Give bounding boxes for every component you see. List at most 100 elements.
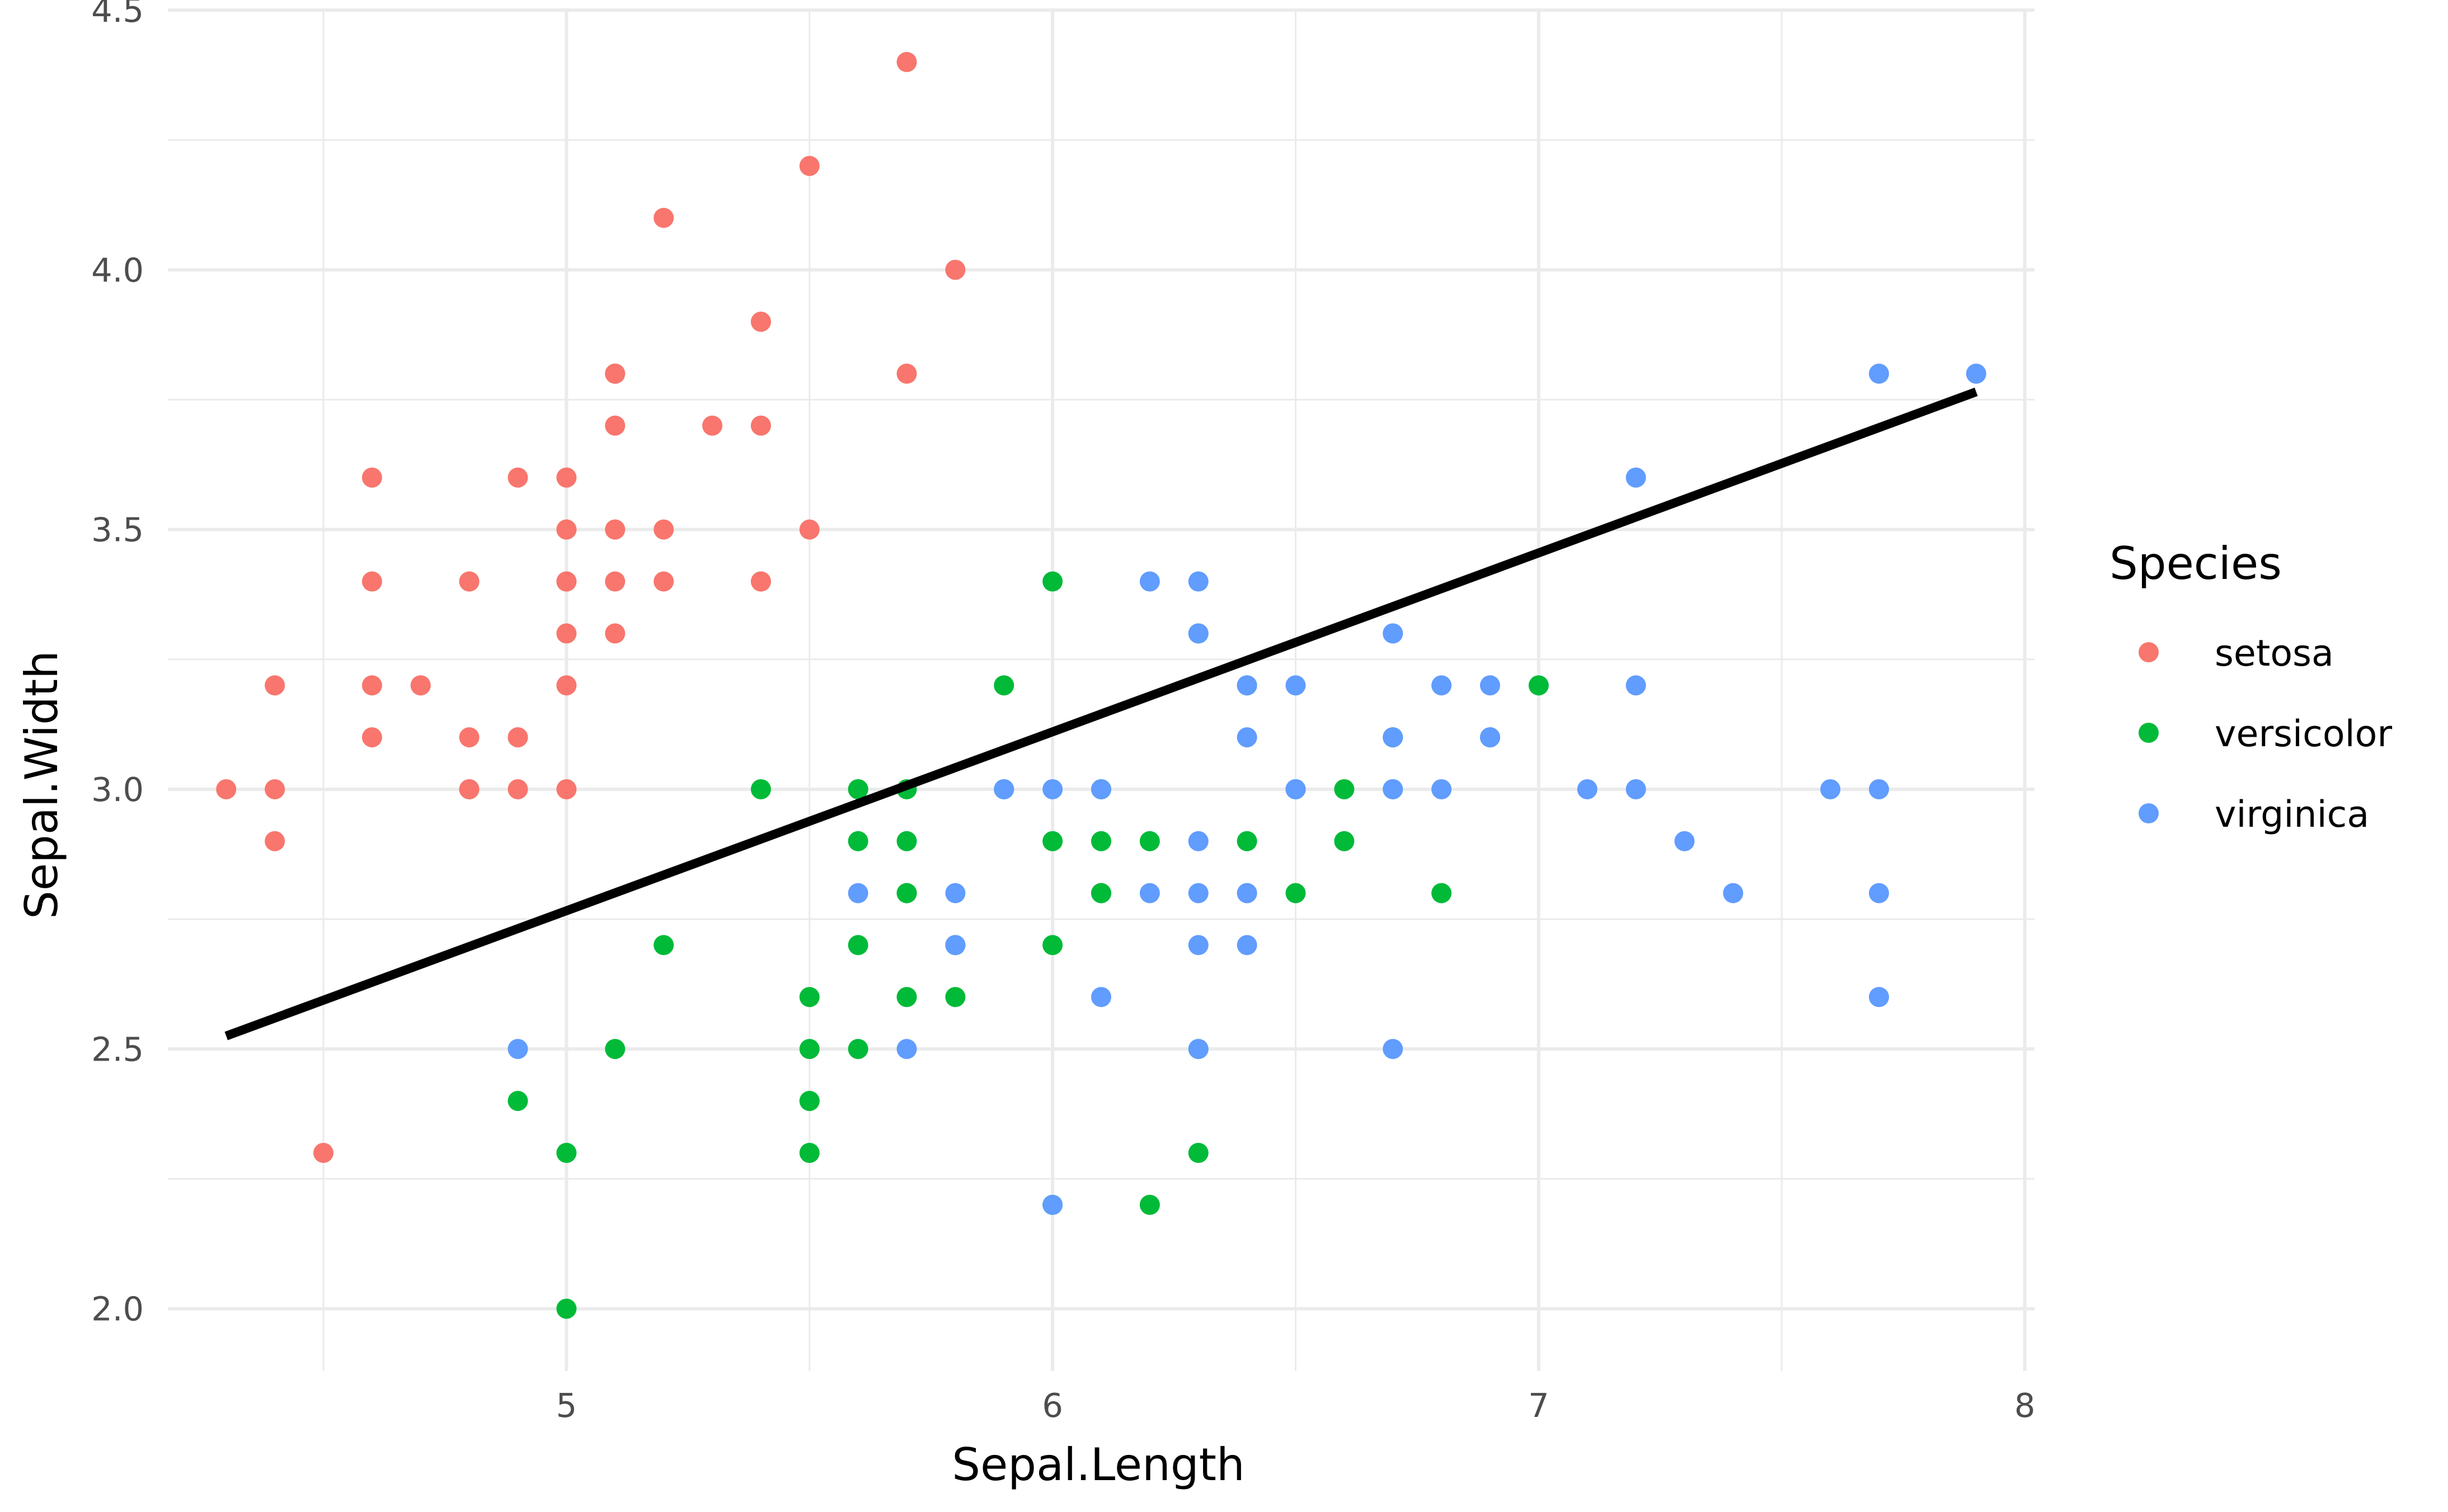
data-point-versicolor — [508, 1091, 528, 1111]
data-point-setosa — [605, 364, 626, 384]
minor-gridlines — [168, 10, 2034, 1371]
data-point-setosa — [508, 779, 528, 799]
y-tick-label: 2.0 — [91, 1290, 144, 1329]
data-point-versicolor — [750, 779, 771, 799]
data-point-versicolor — [1528, 675, 1549, 696]
data-point-versicolor — [605, 1039, 626, 1059]
data-point-setosa — [945, 260, 966, 280]
data-point-setosa — [605, 571, 626, 592]
data-point-setosa — [750, 571, 771, 592]
data-point-virginica — [945, 883, 966, 903]
data-point-virginica — [1188, 831, 1209, 851]
trend-line — [224, 388, 1978, 1040]
data-point-virginica — [1091, 987, 1111, 1007]
data-point-setosa — [799, 519, 820, 540]
data-point-virginica — [1042, 779, 1063, 799]
data-point-versicolor — [848, 831, 868, 851]
legend-title: Species — [2109, 538, 2282, 590]
data-point-virginica — [1188, 623, 1209, 644]
data-point-setosa — [750, 312, 771, 332]
data-point-virginica — [1869, 364, 1889, 384]
data-point-virginica — [1237, 883, 1257, 903]
data-point-versicolor — [1091, 831, 1111, 851]
data-point-versicolor — [896, 987, 917, 1007]
data-point-versicolor — [848, 1039, 868, 1059]
data-point-setosa — [605, 623, 626, 644]
data-point-versicolor — [1334, 831, 1355, 851]
data-point-virginica — [1091, 779, 1111, 799]
data-point-virginica — [994, 779, 1014, 799]
data-point-versicolor — [654, 935, 674, 955]
data-point-versicolor — [799, 1142, 820, 1163]
y-axis-title: Sepal.Width — [16, 651, 68, 919]
data-point-setosa — [896, 51, 917, 72]
major-gridlines — [168, 8, 2034, 1371]
x-tick-label: 7 — [1528, 1386, 1549, 1425]
data-point-virginica — [1042, 1194, 1063, 1215]
y-tick-label: 4.0 — [91, 251, 144, 289]
data-points — [216, 51, 1986, 1319]
data-point-versicolor — [1431, 883, 1452, 903]
data-point-versicolor — [799, 1039, 820, 1059]
data-point-virginica — [1869, 987, 1889, 1007]
data-point-virginica — [848, 883, 868, 903]
data-point-setosa — [556, 779, 577, 799]
data-point-virginica — [1383, 727, 1403, 748]
data-point-virginica — [1285, 779, 1306, 799]
data-point-virginica — [1480, 675, 1500, 696]
legend-label-versicolor: versicolor — [2215, 713, 2392, 755]
data-point-setosa — [410, 675, 431, 696]
data-point-setosa — [556, 623, 577, 644]
data-point-virginica — [1674, 831, 1695, 851]
data-point-setosa — [459, 571, 480, 592]
data-point-virginica — [1820, 779, 1841, 799]
data-point-virginica — [1431, 779, 1452, 799]
data-point-virginica — [1966, 364, 1986, 384]
x-tick-label: 6 — [1042, 1386, 1063, 1425]
data-point-virginica — [1139, 571, 1160, 592]
data-point-virginica — [1237, 935, 1257, 955]
data-point-setosa — [896, 364, 917, 384]
data-point-virginica — [1577, 779, 1597, 799]
data-point-setosa — [361, 727, 382, 748]
data-point-setosa — [508, 727, 528, 748]
data-point-versicolor — [1188, 1142, 1209, 1163]
data-point-versicolor — [945, 987, 966, 1007]
data-point-versicolor — [1139, 831, 1160, 851]
data-point-versicolor — [994, 675, 1014, 696]
data-point-setosa — [265, 831, 285, 851]
data-point-setosa — [459, 779, 480, 799]
data-point-setosa — [361, 467, 382, 488]
data-point-versicolor — [799, 1091, 820, 1111]
data-point-versicolor — [896, 883, 917, 903]
data-point-setosa — [799, 156, 820, 176]
data-point-virginica — [1625, 467, 1646, 488]
data-point-virginica — [1188, 1039, 1209, 1059]
data-point-setosa — [750, 415, 771, 436]
data-point-virginica — [1188, 571, 1209, 592]
data-point-versicolor — [556, 1142, 577, 1163]
data-point-virginica — [1383, 1039, 1403, 1059]
legend-key-setosa — [2139, 642, 2159, 662]
data-point-virginica — [1285, 675, 1306, 696]
legend-label-virginica: virginica — [2215, 794, 2369, 836]
data-point-virginica — [1383, 623, 1403, 644]
data-point-versicolor — [1042, 571, 1063, 592]
y-tick-label: 4.5 — [91, 0, 144, 30]
data-point-versicolor — [1237, 831, 1257, 851]
data-point-virginica — [1869, 883, 1889, 903]
data-point-virginica — [896, 1039, 917, 1059]
data-point-setosa — [605, 415, 626, 436]
trend-line-group — [224, 388, 1978, 1040]
data-point-virginica — [1383, 779, 1403, 799]
legend-label-setosa: setosa — [2215, 633, 2334, 675]
y-tick-label: 3.5 — [91, 511, 144, 549]
data-point-setosa — [361, 571, 382, 592]
data-point-setosa — [216, 779, 237, 799]
data-point-setosa — [654, 208, 674, 228]
data-point-setosa — [654, 519, 674, 540]
data-point-setosa — [361, 675, 382, 696]
data-point-virginica — [1431, 675, 1452, 696]
data-point-versicolor — [896, 831, 917, 851]
